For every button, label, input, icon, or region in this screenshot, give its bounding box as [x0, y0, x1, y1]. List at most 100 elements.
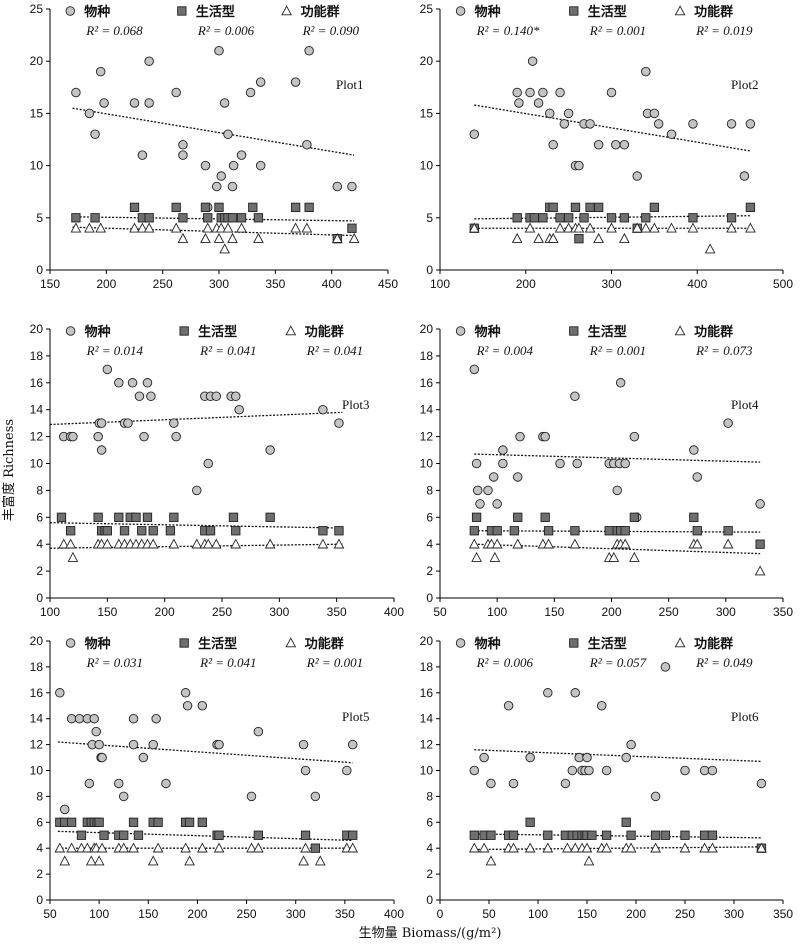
trend-line [474, 530, 761, 533]
species-point [95, 66, 106, 77]
y-tick-label: 2 [36, 867, 43, 881]
lifeform-point [525, 817, 535, 827]
species-point [707, 765, 718, 776]
lifeform-point [114, 512, 124, 522]
functional-point [200, 232, 211, 243]
species-point [649, 108, 660, 119]
x-tick-label: 100 [487, 605, 507, 619]
functional-point [593, 232, 604, 243]
functional-point [65, 538, 76, 549]
functional-point [137, 222, 148, 233]
legend-label: 功能群 [694, 4, 733, 20]
lifeform-point [66, 817, 77, 827]
functional-point [213, 232, 225, 243]
species-point [723, 418, 733, 428]
species-point [228, 160, 239, 171]
legend-marker [179, 638, 189, 648]
r-squared-label: R² = 0.001 [589, 23, 646, 38]
species-point [469, 364, 480, 375]
species-point [148, 739, 158, 750]
y-tick-label: 5 [36, 211, 43, 225]
species-point [641, 66, 651, 77]
species-point [563, 108, 574, 119]
species-point [227, 181, 238, 192]
r-squared-label: R² = 0.004 [476, 343, 534, 358]
species-point [151, 713, 161, 724]
y-tick-label: 15 [420, 106, 434, 120]
species-point [601, 765, 612, 776]
y-tick-label: 18 [30, 660, 44, 674]
lifeform-point [513, 512, 523, 522]
species-point [300, 765, 311, 776]
legend-marker [569, 6, 579, 16]
functional-point [512, 538, 524, 549]
species-point [214, 739, 224, 750]
functional-point [58, 538, 70, 549]
species-point [245, 87, 256, 98]
y-tick-label: 8 [426, 483, 433, 497]
lifeform-point [119, 526, 130, 536]
species-point [200, 160, 211, 171]
functional-point [569, 538, 581, 549]
x-tick-label: 100 [89, 907, 109, 921]
species-point [756, 778, 767, 789]
species-point [632, 171, 642, 181]
functional-point [542, 842, 554, 853]
species-point [540, 431, 550, 442]
species-point [123, 418, 133, 428]
species-point [570, 688, 580, 698]
functional-point [314, 855, 326, 866]
lifeform-point [119, 830, 129, 840]
lifeform-point [689, 512, 699, 522]
functional-point [726, 222, 737, 233]
legend-marker [281, 5, 292, 16]
x-tick-label: 250 [153, 277, 173, 291]
functional-point [619, 538, 631, 549]
species-point [255, 160, 266, 171]
legend-label: 功能群 [301, 4, 340, 20]
species-point [139, 431, 149, 442]
lifeform-point [626, 830, 636, 840]
species-point [347, 181, 357, 192]
species-point [626, 739, 636, 750]
lifeform-point [56, 512, 67, 522]
species-point [584, 765, 594, 776]
functional-point [754, 565, 766, 576]
species-point [585, 119, 595, 129]
lifeform-point [203, 213, 213, 223]
functional-point [170, 222, 182, 233]
species-point [234, 404, 244, 415]
lifeform-point [621, 817, 631, 827]
lifeform-point [137, 526, 147, 536]
y-tick-label: 0 [426, 893, 433, 907]
plot-label: Plot1 [336, 77, 363, 92]
functional-point [562, 842, 573, 853]
legend-marker [179, 326, 189, 336]
legend-marker [455, 638, 466, 648]
lifeform-point [131, 512, 141, 522]
functional-point [118, 842, 130, 853]
species-point [699, 765, 710, 776]
legend-label: 生活型 [198, 636, 237, 652]
species-point [91, 726, 101, 737]
functional-point [67, 551, 79, 562]
x-tick-label: 400 [687, 277, 707, 291]
lifeform-point [169, 512, 179, 522]
lifeform-point [619, 213, 630, 223]
lifeform-point [129, 202, 140, 213]
lifeform-point [620, 526, 630, 536]
r-squared-label: R² = 0.140* [476, 23, 540, 38]
r-squared-label: R² = 0.006 [197, 23, 255, 38]
functional-point [143, 222, 155, 233]
species-point [66, 713, 77, 724]
x-tick-label: 150 [138, 907, 158, 921]
functional-point [468, 842, 480, 853]
legend-label: 生活型 [588, 4, 627, 20]
x-tick-label: 150 [40, 277, 60, 291]
lifeform-point [570, 526, 580, 536]
lifeform-point [65, 526, 76, 536]
species-point [255, 77, 266, 87]
species-point [515, 431, 525, 442]
lifeform-point [726, 213, 737, 223]
trend-line [474, 749, 762, 763]
